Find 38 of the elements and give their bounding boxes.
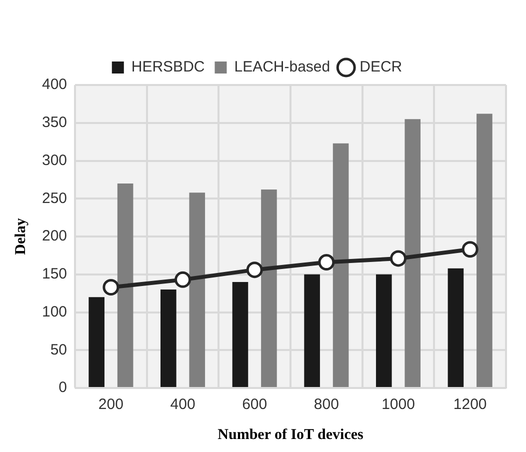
bar (261, 190, 277, 387)
point (462, 241, 478, 258)
point (318, 254, 335, 271)
point (246, 262, 263, 278)
bar (160, 290, 176, 387)
bar (476, 114, 492, 387)
y-tick-label: 150 (42, 266, 68, 283)
point (102, 279, 120, 296)
y-tick-label: 250 (42, 190, 68, 207)
y-tick-label: 300 (42, 152, 68, 169)
y-axis-title: Delay (12, 218, 29, 255)
bar (117, 183, 134, 387)
point (174, 271, 192, 288)
y-tick-label: 0 (58, 379, 68, 396)
y-tick-label: 100 (42, 303, 68, 320)
x-tick-label: 1200 (453, 396, 487, 414)
bar (448, 268, 464, 387)
legend-label: LEACH-based (234, 58, 330, 76)
bar (304, 274, 320, 387)
x-tick-label: 1000 (382, 396, 415, 414)
x-tick-label: 200 (98, 396, 124, 414)
point (390, 250, 407, 267)
y-tick-label: 50 (50, 341, 68, 358)
legend-label: HERSBDC (131, 58, 205, 76)
y-tick-label: 200 (42, 228, 68, 245)
legend-label: DECR (360, 58, 402, 76)
bar (376, 274, 392, 387)
x-tick-label: 800 (314, 396, 339, 414)
bar (332, 143, 349, 387)
bar (232, 282, 248, 387)
bar (88, 297, 104, 387)
x-tick-label: 400 (170, 396, 196, 414)
y-tick-label: 350 (42, 114, 68, 132)
bar (404, 119, 421, 387)
x-axis-title: Number of IoT devices (218, 426, 364, 443)
y-tick-label: 400 (42, 76, 68, 94)
bar (189, 192, 206, 387)
x-tick-label: 600 (242, 396, 268, 414)
